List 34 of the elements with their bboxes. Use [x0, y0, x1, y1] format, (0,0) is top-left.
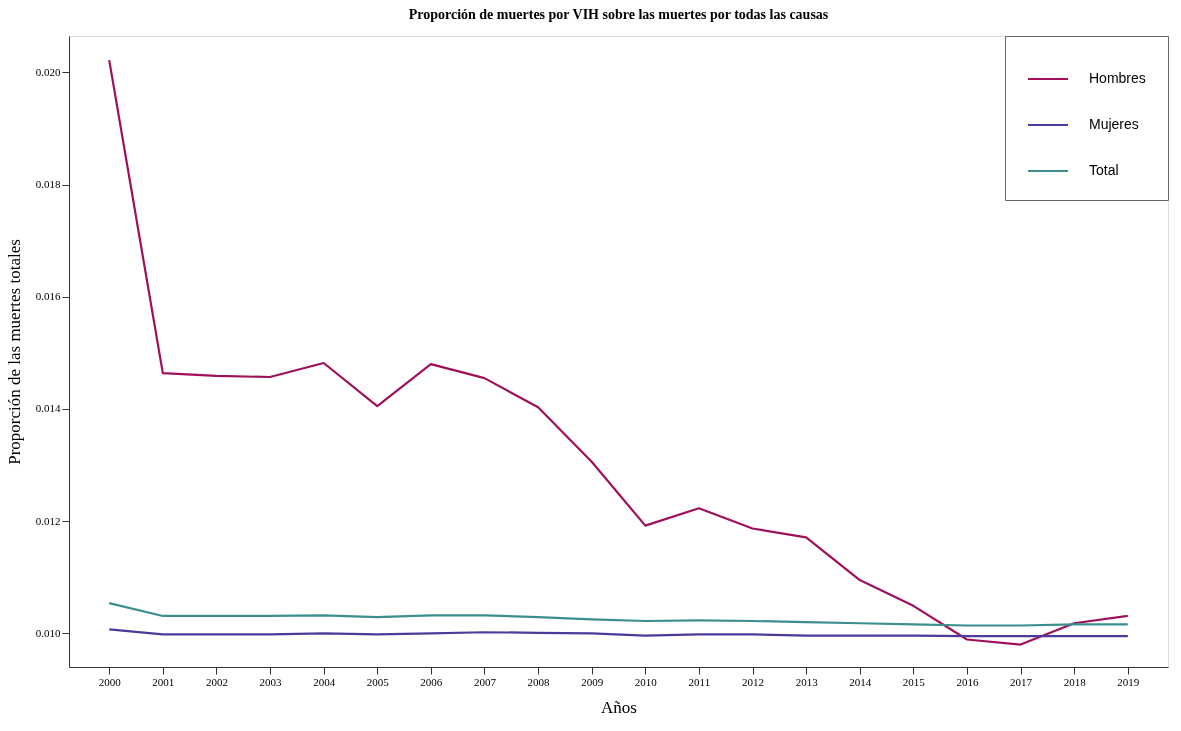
x-tick-label: 2011: [688, 675, 711, 688]
x-tick-label: 2017: [1010, 675, 1033, 688]
line-series: [108, 601, 1129, 627]
x-tick-label: 2005: [366, 675, 390, 688]
x-tick-label: 2018: [1063, 675, 1087, 688]
legend-label: Mujeres: [1089, 116, 1139, 132]
y-tick-label: 0.010: [35, 626, 61, 639]
chart-title: Proporción de muertes por VIH sobre las muertes por todas las causas: [408, 7, 829, 22]
x-tick-label: 2008: [527, 675, 551, 688]
x-axis-title: Años: [601, 697, 637, 717]
legend-label: Total: [1089, 162, 1119, 178]
x-tick-label: 2000: [98, 675, 122, 688]
x-tick-label: 2013: [795, 675, 819, 688]
y-tick-label: 0.020: [35, 65, 61, 78]
y-axis-title: Proporción de las muertes totales: [4, 239, 24, 465]
x-tick-label: 2016: [956, 675, 979, 688]
x-tick-label: 2014: [849, 675, 872, 688]
y-tick-label: 0.016: [35, 290, 61, 303]
x-tick-label: 2009: [581, 675, 604, 688]
x-tick-label: 2006: [420, 675, 443, 688]
x-tick-label: 2003: [259, 675, 283, 688]
x-tick-label: 2004: [313, 675, 336, 688]
x-tick-label: 2015: [902, 675, 926, 688]
x-tick-label: 2019: [1117, 675, 1140, 688]
x-tick-label: 2002: [205, 675, 228, 688]
x-tick-label: 2010: [634, 675, 658, 688]
y-tick-label: 0.012: [35, 514, 61, 527]
x-tick-label: 2012: [742, 675, 765, 688]
y-tick-label: 0.014: [35, 402, 61, 415]
legend-label: Hombres: [1089, 70, 1146, 86]
line-series: [108, 628, 1129, 638]
x-tick-label: 2001: [152, 675, 175, 688]
x-tick-label: 2007: [473, 675, 497, 688]
y-tick-label: 0.018: [35, 178, 61, 191]
